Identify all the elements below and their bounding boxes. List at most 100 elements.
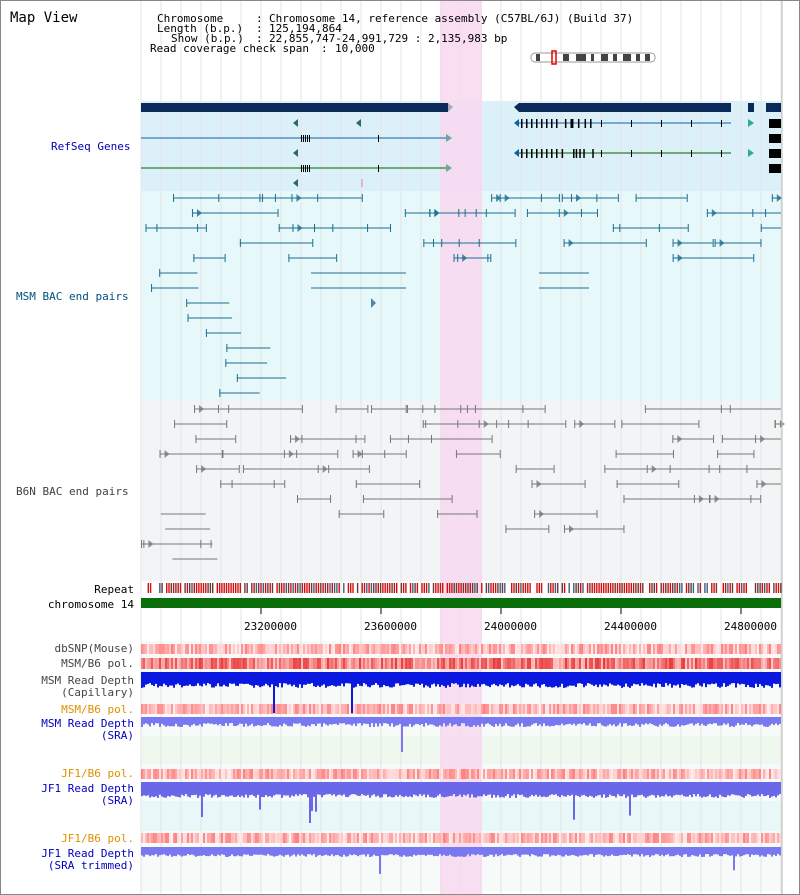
heat-cell — [475, 769, 477, 779]
heat-cell — [141, 658, 143, 669]
depth-bar — [503, 672, 505, 687]
depth-bar — [635, 782, 637, 798]
depth-bar — [389, 847, 391, 855]
depth-bar — [237, 782, 239, 796]
depth-bar — [719, 782, 721, 795]
heat-cell — [205, 704, 207, 714]
depth-bar — [325, 847, 327, 855]
heat-cell — [275, 833, 277, 843]
heat-cell — [253, 644, 255, 654]
depth-bar — [527, 782, 529, 798]
heat-cell — [653, 658, 655, 669]
depth-bar — [467, 782, 469, 795]
heat-cell — [213, 704, 215, 714]
bac-end — [226, 344, 228, 352]
heat-cell — [769, 704, 771, 714]
depth-bar — [369, 717, 371, 727]
depth-bar — [177, 847, 179, 855]
depth-bar — [593, 717, 595, 726]
heat-cell — [453, 644, 455, 654]
depth-bar — [627, 672, 629, 687]
depth-bar — [499, 672, 501, 685]
depth-bar — [303, 847, 305, 856]
heat-cell — [561, 769, 563, 779]
depth-bar — [337, 847, 339, 856]
heat-cell — [759, 658, 761, 669]
transcript-arrow — [748, 149, 754, 157]
heat-cell — [487, 769, 489, 779]
heat-cell — [591, 658, 593, 669]
depth-bar — [257, 782, 259, 795]
heat-cell — [707, 704, 709, 714]
depth-bar — [767, 717, 769, 727]
depth-bar — [679, 672, 681, 688]
heat-cell — [363, 833, 365, 843]
heat-cell — [377, 658, 379, 669]
heat-cell — [261, 833, 263, 843]
depth-bar — [517, 782, 519, 795]
depth-bar — [667, 672, 669, 686]
bac-end — [187, 314, 189, 322]
repeat-element — [488, 583, 490, 593]
depth-bar — [205, 782, 207, 795]
heat-cell — [575, 704, 577, 714]
heat-cell — [685, 644, 687, 654]
depth-bar — [757, 717, 759, 725]
heat-cell — [419, 658, 421, 669]
heat-cell — [269, 658, 271, 669]
heat-cell — [279, 644, 281, 654]
depth-bar — [173, 672, 175, 688]
heat-cell — [227, 833, 229, 843]
track-label-msm-bac[interactable]: MSM BAC end pairs — [16, 290, 129, 303]
depth-bar — [147, 782, 149, 796]
depth-bar — [535, 847, 537, 856]
bac-end — [490, 254, 492, 262]
repeat-element — [294, 583, 297, 593]
depth-bar — [763, 672, 765, 688]
heat-cell — [205, 644, 207, 654]
depth-bar — [573, 847, 575, 856]
heat-cell — [263, 658, 265, 669]
depth-bar — [747, 847, 749, 855]
depth-bar — [213, 672, 215, 688]
heat-cell — [669, 833, 671, 843]
heat-cell — [353, 704, 355, 714]
depth-bar — [649, 782, 651, 796]
depth-bar — [195, 717, 197, 726]
heat-cell — [163, 644, 165, 654]
heat-cell — [603, 833, 605, 843]
track-label-refseq[interactable]: RefSeq Genes — [51, 140, 131, 153]
heat-cell — [163, 769, 165, 779]
heat-cell — [327, 658, 329, 669]
heat-cell — [157, 769, 159, 779]
repeat-element — [361, 583, 363, 593]
depth-bar — [425, 847, 427, 856]
depth-bar — [721, 847, 723, 857]
heat-cell — [255, 769, 257, 779]
heat-cell — [709, 833, 711, 843]
track-label-b6n-bac[interactable]: B6N BAC end pairs — [16, 485, 129, 498]
heat-cell — [567, 644, 569, 654]
depth-bar — [647, 672, 649, 686]
depth-bar — [487, 782, 489, 795]
depth-bar — [747, 782, 749, 795]
show-colon: : — [256, 32, 263, 45]
repeat-element — [685, 583, 688, 593]
track-label-dbsnp: dbSNP(Mouse) — [54, 642, 134, 655]
heat-cell — [279, 769, 281, 779]
depth-bar — [335, 717, 337, 724]
depth-bar — [737, 717, 739, 724]
depth-bar — [733, 672, 735, 684]
depth-bar — [541, 847, 543, 857]
heat-cell — [291, 644, 293, 654]
heat-cell — [625, 644, 627, 654]
axis-tick-1: 23200000 — [244, 620, 297, 633]
heat-cell — [415, 658, 417, 669]
bac-end — [364, 435, 366, 443]
heat-cell — [455, 644, 457, 654]
heat-cell — [385, 704, 387, 714]
heat-cell — [549, 769, 551, 779]
depth-bar — [351, 717, 353, 726]
heat-cell — [221, 704, 223, 714]
depth-bar — [635, 847, 637, 855]
